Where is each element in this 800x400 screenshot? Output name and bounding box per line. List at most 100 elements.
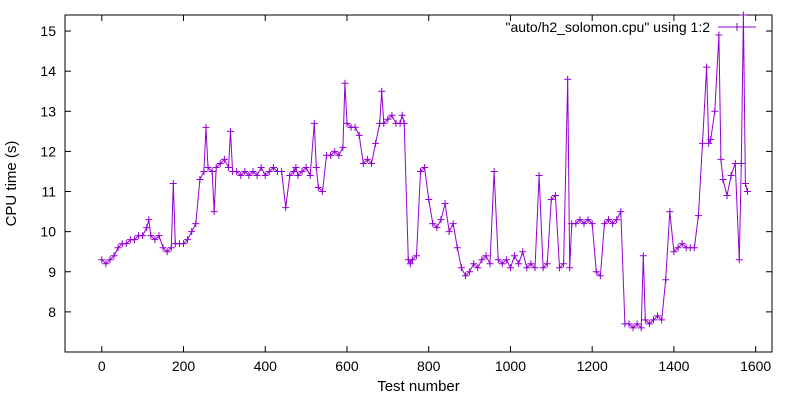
data-point <box>180 240 188 248</box>
series-line <box>101 14 748 330</box>
data-point <box>699 139 707 147</box>
data-point <box>331 147 339 155</box>
data-point <box>703 63 711 71</box>
data-point <box>298 167 306 175</box>
data-point <box>249 167 257 175</box>
y-tick-label: 10 <box>40 224 56 240</box>
data-point <box>441 200 449 208</box>
legend-marker <box>733 23 741 31</box>
data-point <box>406 260 414 268</box>
data-point <box>163 248 171 256</box>
x-tick-label: 0 <box>98 358 106 374</box>
data-point <box>359 159 367 167</box>
data-point <box>188 228 196 236</box>
data-point <box>551 192 559 200</box>
data-point <box>523 264 531 272</box>
data-point <box>341 79 349 87</box>
axis-ticks: 0 200 400 600 800 1000 1200 1400 1600 8 9 10 11 12 13 1… <box>40 15 772 374</box>
data-point <box>555 264 563 272</box>
data-point <box>609 220 617 228</box>
data-point <box>588 220 596 228</box>
x-tick-label: 1000 <box>495 358 526 374</box>
x-axis-label: Test number <box>377 378 460 395</box>
data-point <box>261 171 269 179</box>
data-point <box>629 324 637 332</box>
data-point <box>649 316 657 324</box>
data-point <box>237 171 245 179</box>
data-point <box>327 151 335 159</box>
data-point <box>143 224 151 232</box>
data-point <box>233 167 241 175</box>
data-point <box>670 248 678 256</box>
data-point <box>743 188 751 196</box>
data-point <box>216 159 224 167</box>
data-point <box>617 208 625 216</box>
data-point <box>723 192 731 200</box>
data-point <box>292 163 300 171</box>
x-tick-label: 1600 <box>740 358 771 374</box>
data-point <box>429 220 437 228</box>
data-point <box>737 159 745 167</box>
data-point <box>302 163 310 171</box>
series-layer <box>98 11 751 332</box>
data-point <box>220 155 228 163</box>
data-point <box>690 244 698 252</box>
x-tick-label: 1400 <box>658 358 689 374</box>
data-point <box>184 236 192 244</box>
y-tick-label: 14 <box>40 63 56 79</box>
data-point <box>227 127 235 135</box>
data-point <box>717 155 725 163</box>
data-point <box>678 240 686 248</box>
data-point <box>482 252 490 260</box>
data-point <box>310 119 318 127</box>
x-tick-label: 400 <box>254 358 278 374</box>
y-tick-label: 12 <box>40 143 56 159</box>
data-point <box>106 256 114 264</box>
data-point <box>145 216 153 224</box>
data-point <box>731 159 739 167</box>
data-point <box>208 167 216 175</box>
data-point <box>425 196 433 204</box>
data-point <box>445 228 453 236</box>
data-point <box>257 163 265 171</box>
data-point <box>515 260 523 268</box>
data-point <box>719 175 727 183</box>
plot-area <box>64 14 773 353</box>
data-point <box>584 216 592 224</box>
data-point <box>312 163 320 171</box>
data-point <box>560 260 568 268</box>
x-tick-label: 200 <box>172 358 196 374</box>
data-point <box>535 171 543 179</box>
data-point <box>566 264 574 272</box>
data-point <box>417 167 425 175</box>
data-point <box>511 252 519 260</box>
data-point <box>378 87 386 95</box>
data-point <box>196 175 204 183</box>
data-point <box>269 163 277 171</box>
data-point <box>564 75 572 83</box>
data-point <box>351 123 359 131</box>
data-point <box>400 119 408 127</box>
data-point <box>384 115 392 123</box>
data-point <box>169 180 177 187</box>
data-point <box>253 171 261 179</box>
data-point <box>224 163 232 171</box>
x-tick-label: 600 <box>335 358 359 374</box>
legend: "auto/h2_solomon.cpu" using 1:2 <box>505 19 756 35</box>
legend-label: "auto/h2_solomon.cpu" using 1:2 <box>505 19 710 35</box>
data-point <box>625 320 633 328</box>
data-point <box>212 163 220 171</box>
x-tick-label: 1200 <box>577 358 608 374</box>
y-tick-label: 9 <box>48 264 56 280</box>
data-point <box>741 180 749 187</box>
data-point <box>572 220 580 228</box>
data-point <box>343 119 351 127</box>
data-point <box>658 316 666 324</box>
y-tick-label: 13 <box>40 103 56 119</box>
data-point <box>707 135 715 143</box>
data-point <box>711 107 719 115</box>
x-tick-label: 800 <box>417 358 441 374</box>
data-point <box>204 163 212 171</box>
data-point <box>735 256 743 264</box>
data-point <box>633 320 641 328</box>
